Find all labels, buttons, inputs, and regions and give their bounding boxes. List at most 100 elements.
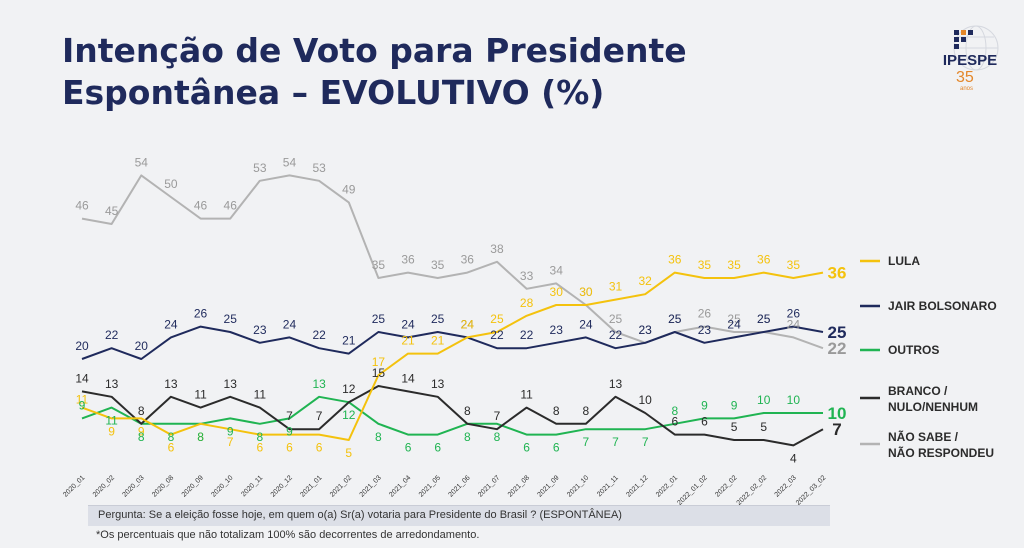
data-label-jair-bolsonaro: 22 [105,328,119,342]
data-label-nao-sabe-nao-respondeu: 22 [828,339,847,358]
data-label-lula: 35 [727,258,741,272]
x-tick-label: 2020_08 [151,474,175,498]
data-label-branco-nulo-nenhum: 11 [194,388,207,402]
series-line-nao-sabe-nao-respondeu [81,174,824,350]
data-label-jair-bolsonaro: 25 [224,312,238,326]
x-tick-label: 2022_01_02 [676,474,709,507]
data-label-outros: 9 [731,398,738,412]
logo-sub: anos [960,86,974,92]
data-label-nao-sabe-nao-respondeu: 35 [372,258,386,272]
data-label-outros: 9 [227,424,234,438]
data-label-lula: 9 [138,424,145,438]
data-label-jair-bolsonaro: 25 [431,312,445,326]
data-label-jair-bolsonaro: 25 [372,312,386,326]
x-tick-label: 2021_04 [388,474,412,498]
data-label-branco-nulo-nenhum: 8 [583,404,590,418]
data-label-lula: 8 [197,430,204,444]
data-label-lula: 6 [168,441,175,455]
x-tick-label: 2020_01 [62,474,86,498]
data-label-lula: 30 [550,285,564,299]
data-label-outros: 12 [342,408,356,422]
data-label-outros: 6 [405,441,412,455]
data-label-outros: 10 [757,393,771,407]
data-label-nao-sabe-nao-respondeu: 38 [490,242,504,256]
data-label-nao-sabe-nao-respondeu: 50 [164,177,178,191]
data-label-jair-bolsonaro: 24 [461,317,475,331]
data-label-outros: 13 [312,377,326,391]
data-label-outros: 8 [494,430,501,444]
data-label-jair-bolsonaro: 22 [490,328,504,342]
data-label-lula: 7 [227,435,234,449]
legend-label-nao-sabe-nao-respondeu: NÃO SABE / [888,429,959,444]
legend-label-jair-bolsonaro: JAIR BOLSONARO [888,299,997,313]
data-label-nao-sabe-nao-respondeu: 45 [105,204,119,218]
data-label-lula: 24 [461,317,475,331]
data-label-jair-bolsonaro: 23 [550,323,564,337]
data-label-branco-nulo-nenhum: 14 [401,371,415,385]
data-label-outros: 6 [553,441,560,455]
x-tick-label: 2021_07 [477,474,501,498]
data-label-nao-sabe-nao-respondeu: 46 [194,199,208,213]
data-label-nao-sabe-nao-respondeu: 36 [401,253,415,267]
ipespe-logo: IPESPE 35 anos [930,22,1010,97]
data-label-outros: 6 [523,441,530,455]
data-label-outros: 8 [671,404,678,418]
x-tick-label: 2022_01 [655,474,679,498]
data-label-outros: 8 [256,430,263,444]
x-tick-label: 2021_03 [359,474,383,498]
data-label-jair-bolsonaro: 22 [520,328,534,342]
data-label-branco-nulo-nenhum: 14 [75,371,89,385]
legend-label-branco-nulo-nenhum: BRANCO / [888,384,948,398]
data-label-jair-bolsonaro: 24 [283,317,297,331]
data-label-nao-sabe-nao-respondeu: 34 [550,263,564,277]
data-label-nao-sabe-nao-respondeu: 36 [461,253,475,267]
data-label-branco-nulo-nenhum: 6 [671,415,678,429]
data-label-lula: 31 [609,280,623,294]
data-label-jair-bolsonaro: 20 [135,339,149,353]
data-label-outros: 6 [434,441,441,455]
data-label-jair-bolsonaro: 24 [579,317,593,331]
page-title: Intenção de Voto para Presidente Espontâ… [62,30,687,114]
series-line-lula [81,271,824,441]
data-label-outros: 8 [464,430,471,444]
data-label-jair-bolsonaro: 22 [609,328,623,342]
data-label-branco-nulo-nenhum: 6 [701,415,708,429]
logo-years: 35 [956,69,974,86]
data-label-outros: 9 [286,424,293,438]
x-tick-label: 2022_03_02 [795,474,828,507]
data-label-branco-nulo-nenhum: 7 [832,420,841,439]
data-label-outros: 7 [583,435,590,449]
data-label-branco-nulo-nenhum: 5 [731,420,738,434]
data-label-outros: 9 [79,398,86,412]
title-line-1: Intenção de Voto para Presidente [62,31,687,70]
data-label-lula: 35 [787,258,801,272]
data-label-outros: 8 [197,430,204,444]
data-label-jair-bolsonaro: 24 [164,317,178,331]
legend-label-outros: OUTROS [888,343,939,357]
data-label-lula: 17 [372,355,386,369]
data-label-branco-nulo-nenhum: 7 [286,409,293,423]
data-label-nao-sabe-nao-respondeu: 54 [283,155,297,169]
title-line-2: Espontânea – EVOLUTIVO (%) [62,73,605,112]
data-label-lula: 36 [828,264,847,283]
data-label-jair-bolsonaro: 26 [194,307,208,321]
x-tick-label: 2020_12 [270,474,294,498]
data-label-jair-bolsonaro: 24 [401,317,415,331]
data-label-nao-sabe-nao-respondeu: 23 [638,323,652,337]
x-tick-label: 2020_03 [121,474,145,498]
data-label-nao-sabe-nao-respondeu: 49 [342,182,356,196]
x-tick-label: 2021_12 [625,474,649,498]
data-label-outros: 8 [138,430,145,444]
data-label-lula: 28 [520,296,534,310]
data-label-branco-nulo-nenhum: 10 [638,393,652,407]
data-label-lula: 6 [256,441,263,455]
data-label-jair-bolsonaro: 21 [342,334,356,348]
data-label-lula: 32 [638,274,652,288]
data-label-outros: 11 [105,414,118,428]
data-label-lula: 36 [757,253,771,267]
x-tick-label: 2021_06 [448,474,472,498]
x-tick-label: 2022_02 [714,474,738,498]
data-label-branco-nulo-nenhum: 13 [105,377,119,391]
data-label-branco-nulo-nenhum: 13 [609,377,623,391]
x-tick-label: 2021_05 [418,474,442,498]
